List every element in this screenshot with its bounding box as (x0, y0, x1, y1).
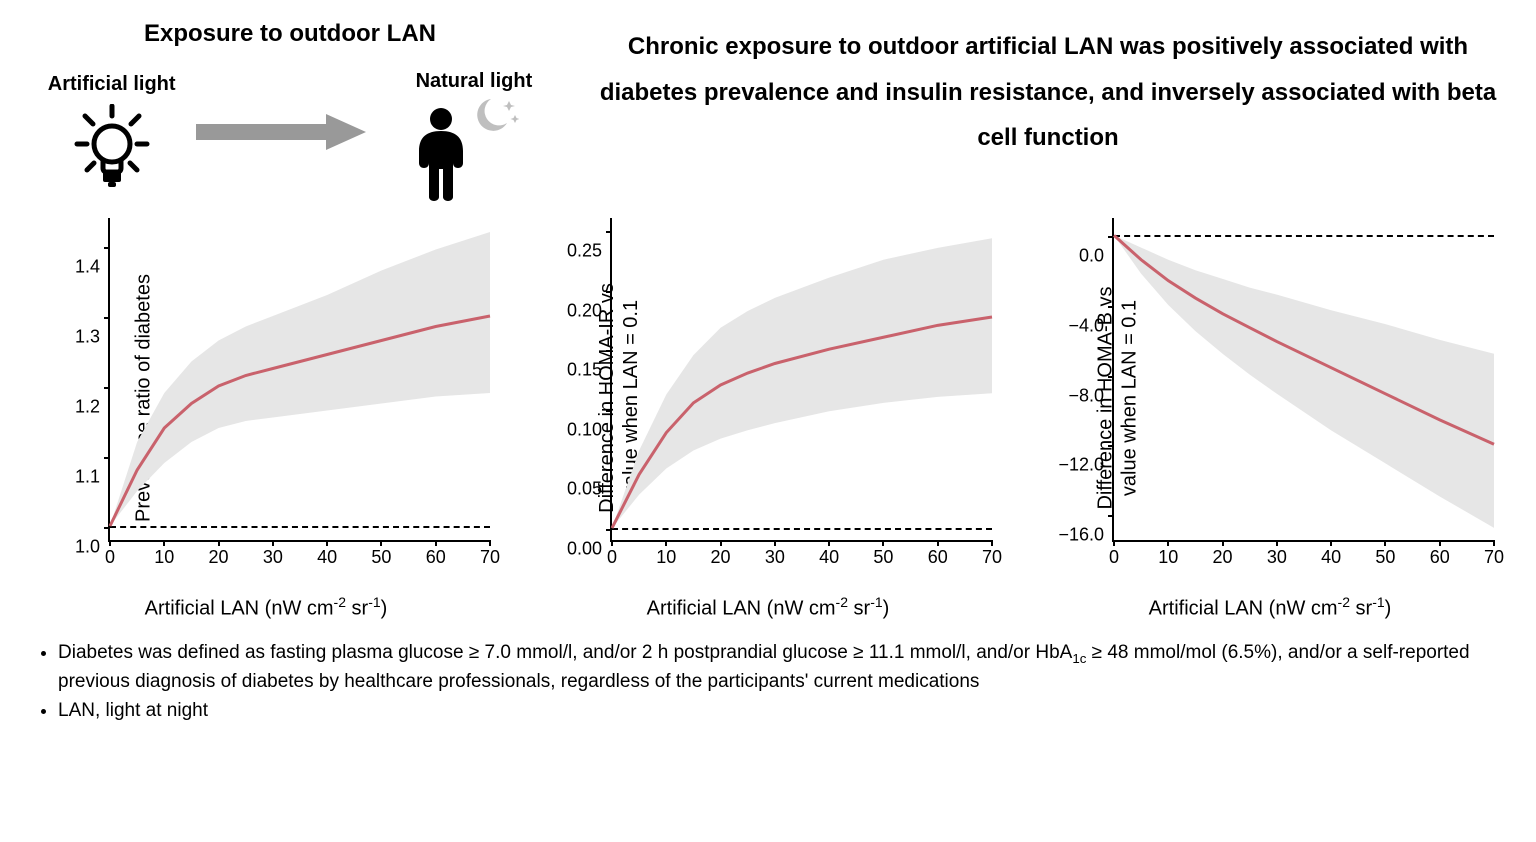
natural-light-label: Natural light (416, 70, 533, 93)
exposure-diagram: Artificial light (30, 64, 550, 204)
charts-row: Prevalence ratio of diabetes010203040506… (30, 208, 1506, 621)
chart-homa_ir: Difference in HOMA-IR vsvalue when LAN =… (532, 208, 1004, 621)
chart-diabetes: Prevalence ratio of diabetes010203040506… (30, 208, 502, 621)
arrow-icon (196, 112, 366, 157)
y-tick: 1.3 (75, 327, 100, 348)
y-tick: 0.25 (567, 240, 602, 261)
x-tick: 40 (317, 547, 337, 568)
x-tick: 30 (263, 547, 283, 568)
x-tick: 0 (607, 547, 617, 568)
confidence-band (612, 238, 992, 528)
x-axis-label: Artificial LAN (nW cm-2 sr-1) (532, 594, 1004, 621)
y-tick: 0.10 (567, 419, 602, 440)
x-tick: 10 (154, 547, 174, 568)
x-tick: 10 (1158, 547, 1178, 568)
title-exposure: Exposure to outdoor LAN (30, 20, 550, 48)
x-tick: 0 (1109, 547, 1119, 568)
x-tick: 50 (1375, 547, 1395, 568)
x-tick: 70 (1484, 547, 1504, 568)
y-tick: 1.1 (75, 466, 100, 487)
x-tick: 70 (982, 547, 1002, 568)
chart-homa_b: Difference in HOMA-B vsvalue when LAN = … (1034, 208, 1506, 621)
x-tick: 30 (1267, 547, 1287, 568)
footnote-item: Diabetes was defined as fasting plasma g… (58, 639, 1506, 697)
y-tick: 1.2 (75, 397, 100, 418)
person-icon (411, 107, 471, 206)
summary-statement: Chronic exposure to outdoor artificial L… (590, 20, 1506, 204)
x-tick: 60 (928, 547, 948, 568)
x-tick: 50 (873, 547, 893, 568)
x-tick: 20 (209, 547, 229, 568)
x-tick: 30 (765, 547, 785, 568)
x-tick: 40 (1321, 547, 1341, 568)
x-tick: 50 (371, 547, 391, 568)
x-tick: 60 (426, 547, 446, 568)
x-tick: 40 (819, 547, 839, 568)
y-tick: −4.0 (1068, 316, 1104, 337)
y-tick: 0.15 (567, 360, 602, 381)
x-tick: 0 (105, 547, 115, 568)
confidence-band (1114, 235, 1494, 527)
y-tick: 0.0 (1079, 246, 1104, 267)
x-tick: 20 (711, 547, 731, 568)
x-axis-label: Artificial LAN (nW cm-2 sr-1) (1034, 594, 1506, 621)
y-tick: −16.0 (1058, 524, 1104, 545)
footnote-item: LAN, light at night (58, 697, 1506, 726)
x-tick: 10 (656, 547, 676, 568)
y-tick: −8.0 (1068, 385, 1104, 406)
moon-icon (469, 95, 519, 144)
x-tick: 70 (480, 547, 500, 568)
y-tick: 0.00 (567, 539, 602, 560)
x-tick: 20 (1213, 547, 1233, 568)
y-tick: 1.0 (75, 537, 100, 558)
confidence-band (110, 232, 490, 526)
artificial-light-label: Artificial light (48, 73, 176, 96)
y-tick: 0.05 (567, 479, 602, 500)
lightbulb-icon (73, 104, 151, 195)
footnotes: Diabetes was defined as fasting plasma g… (30, 639, 1506, 726)
y-tick: 0.20 (567, 300, 602, 321)
x-tick: 60 (1430, 547, 1450, 568)
y-tick: −12.0 (1058, 455, 1104, 476)
y-tick: 1.4 (75, 257, 100, 278)
x-axis-label: Artificial LAN (nW cm-2 sr-1) (30, 594, 502, 621)
